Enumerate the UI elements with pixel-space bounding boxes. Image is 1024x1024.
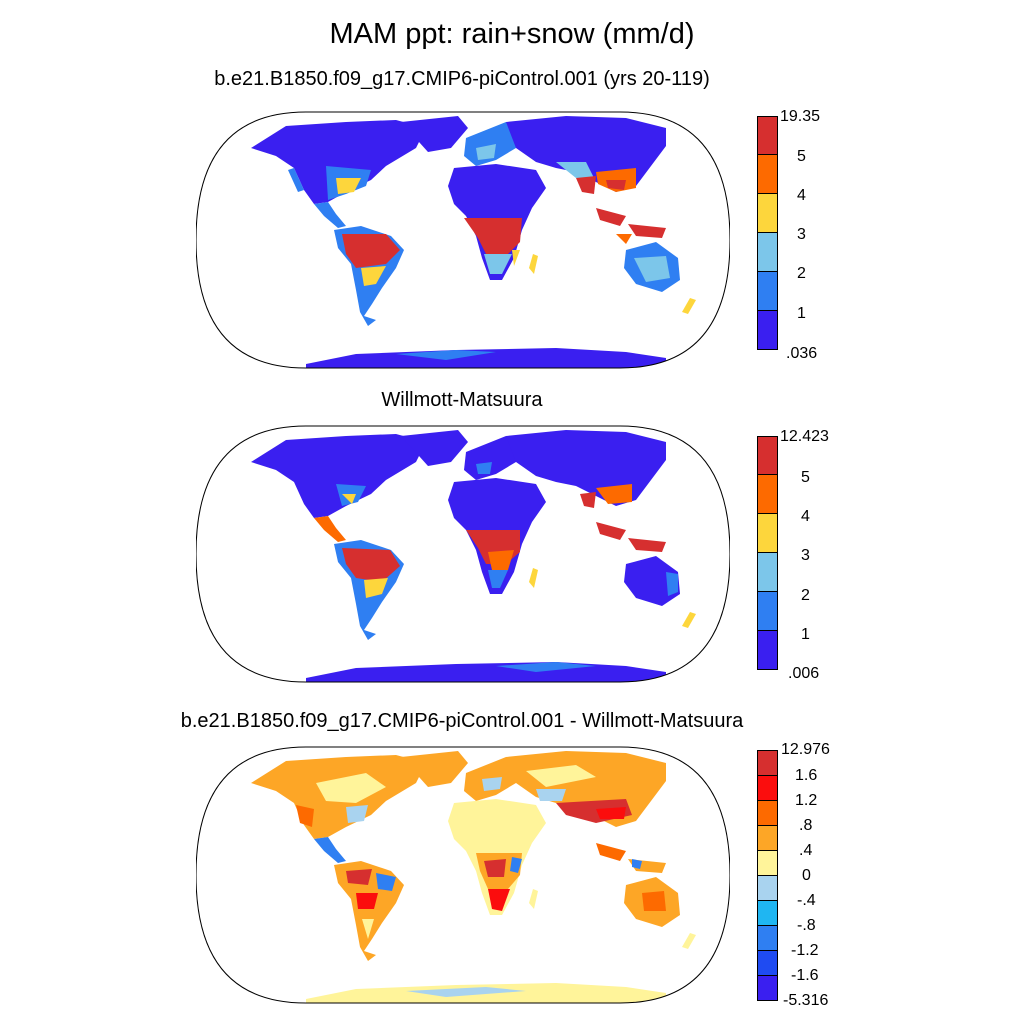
cb2-label: 1 — [801, 626, 810, 643]
cb3-label: 12.976 — [781, 741, 830, 758]
cb3-label: .4 — [799, 842, 813, 859]
cb2-label: 4 — [801, 508, 810, 525]
cb1-box — [758, 310, 777, 349]
cb3-label: -1.6 — [791, 967, 819, 984]
cb3-label: -1.2 — [791, 942, 819, 959]
cb2-label: .006 — [788, 665, 820, 682]
cb2-box — [758, 474, 777, 513]
cb3-label: -5.316 — [783, 992, 829, 1009]
cb1-label: 19.35 — [780, 108, 821, 125]
cb1-box — [758, 271, 777, 310]
cb2-box — [758, 630, 777, 669]
cb1-box — [758, 193, 777, 232]
cb2-box — [758, 437, 777, 474]
cb3-label: .8 — [799, 817, 813, 834]
cb1-label: .036 — [786, 345, 818, 362]
cb2-label: 5 — [801, 469, 810, 486]
figure-title: MAM ppt: rain+snow (mm/d) — [329, 18, 695, 50]
panel-1-title: b.e21.B1850.f09_g17.CMIP6-piControl.001 … — [214, 68, 710, 90]
panel-3-map — [196, 746, 730, 1004]
cb1-box — [758, 232, 777, 271]
panel-3-colorbar — [757, 750, 778, 1001]
cb3-box — [758, 775, 777, 800]
cb3-box — [758, 850, 777, 875]
cb2-label: 12.423 — [780, 428, 829, 445]
cb2-box — [758, 513, 777, 552]
cb1-label: 5 — [797, 148, 806, 165]
cb3-label: -.8 — [797, 917, 816, 934]
cb3-box — [758, 900, 777, 925]
cb2-label: 3 — [801, 547, 810, 564]
cb3-box — [758, 800, 777, 825]
cb1-label: 1 — [797, 305, 806, 322]
panel-2-title: Willmott-Matsuura — [381, 389, 543, 411]
cb3-box — [758, 825, 777, 850]
cb2-box — [758, 552, 777, 591]
cb1-box — [758, 154, 777, 193]
panel-3-title: b.e21.B1850.f09_g17.CMIP6-piControl.001 … — [180, 710, 744, 732]
cb3-label: 1.6 — [795, 767, 818, 784]
cb1-label: 3 — [797, 226, 806, 243]
panel-2-colorbar — [757, 436, 778, 670]
cb2-label: 2 — [801, 587, 810, 604]
cb3-box — [758, 751, 777, 775]
cb1-label: 2 — [797, 265, 806, 282]
panel-2-map — [196, 425, 730, 683]
cb3-box — [758, 875, 777, 900]
cb3-label: -.4 — [797, 892, 816, 909]
cb1-label: 4 — [797, 187, 806, 204]
cb3-box — [758, 925, 777, 950]
cb1-box — [758, 117, 777, 154]
panel-1-map — [196, 111, 730, 369]
cb3-label: 1.2 — [795, 792, 818, 809]
cb3-box — [758, 975, 777, 1000]
cb3-label: 0 — [802, 867, 811, 884]
cb3-box — [758, 950, 777, 975]
cb2-box — [758, 591, 777, 630]
panel-1-colorbar — [757, 116, 778, 350]
